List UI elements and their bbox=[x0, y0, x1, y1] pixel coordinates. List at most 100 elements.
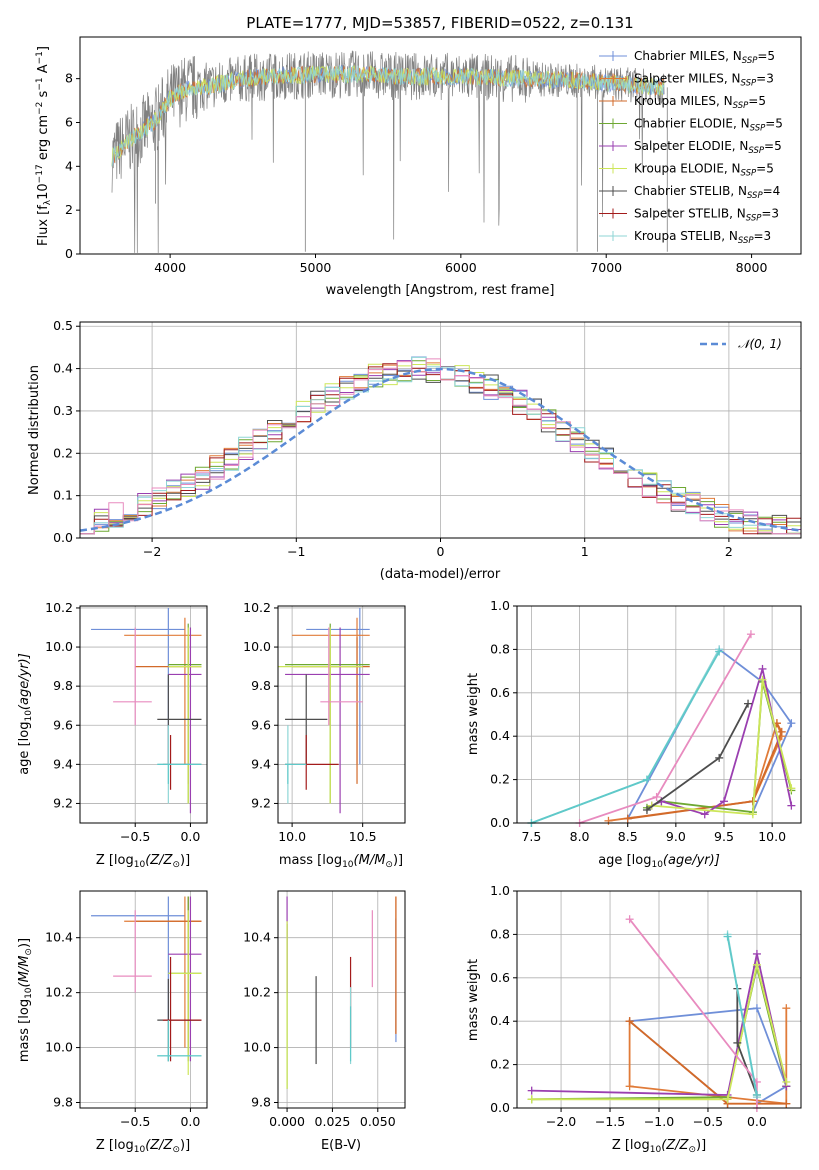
x-tick-label: 0.050 bbox=[360, 1114, 396, 1129]
x-tick-label: 0.0 bbox=[180, 1114, 200, 1129]
mass-vs-Z-frame bbox=[79, 890, 208, 1109]
age-vs-Z-xlabel: Z [log10(Z/Z⊙)] bbox=[96, 853, 190, 870]
legend-label: Chabrier STELIB, NSSP=4 bbox=[634, 184, 780, 201]
y-tick-label: 0 bbox=[65, 246, 73, 261]
legend-label: Kroupa MILES, NSSP=5 bbox=[634, 94, 766, 111]
legend-label: Salpeter ELODIE, NSSP=5 bbox=[634, 139, 782, 156]
histogram-axes: −2 −1 0 1 2 0.0 0.1 0.2 0.3 0.4 0.5 bbox=[53, 318, 801, 559]
weight-line bbox=[726, 936, 758, 1096]
x-tick-label: 10.5 bbox=[349, 829, 377, 844]
age-vs-Z-frame bbox=[79, 605, 208, 824]
weight-line bbox=[531, 964, 788, 1101]
x-tick-label: 0.0 bbox=[747, 1114, 767, 1129]
y-tick-label: 4 bbox=[65, 158, 73, 173]
y-tick-label: 0.1 bbox=[53, 488, 73, 503]
spectrum-frame bbox=[79, 36, 802, 255]
y-tick-label: 0.4 bbox=[490, 728, 510, 743]
x-tick-label: 8.5 bbox=[618, 829, 638, 844]
age-vs-Z-ylabel: age [log10(age/yr)] bbox=[17, 653, 34, 775]
massweight-vs-Z-ylabel: mass weight bbox=[466, 959, 481, 1041]
spectrum-axes: 4000 5000 6000 7000 8000 0 2 4 6 8 bbox=[65, 71, 767, 275]
legend-label: Chabrier MILES, NSSP=5 bbox=[634, 49, 775, 66]
massweight-vs-Z-lines bbox=[527, 915, 791, 1112]
y-tick-label: 9.2 bbox=[53, 795, 73, 810]
x-tick-label: 9.0 bbox=[666, 829, 686, 844]
mass-vs-Z-errorbars bbox=[91, 896, 202, 1076]
legend-label: Kroupa STELIB, NSSP=3 bbox=[634, 229, 771, 246]
age-vs-Z-panel: −0.5 0.0 9.2 9.4 9.6 9.8 10.0 10.2 Z [log10(Z/Z… bbox=[17, 600, 208, 870]
x-tick-label: 0 bbox=[437, 544, 445, 559]
x-tick-label: 7000 bbox=[590, 260, 622, 275]
weight-line bbox=[651, 668, 793, 816]
massweight-vs-age-xlabel: age [log10(age/yr)] bbox=[598, 853, 720, 870]
age-vs-mass-xlabel: mass [log10(M/M⊙)] bbox=[279, 853, 403, 870]
massweight-vs-Z-panel: −2.0 −1.5 −1.0 −0.5 0.0 0.0 0.2 0.4 0.6 0.8 1.0 Z … bbox=[466, 883, 802, 1155]
y-tick-label: 10.2 bbox=[45, 600, 73, 615]
histogram-xlabel: (data-model)/error bbox=[380, 567, 501, 582]
x-tick-label: −1.5 bbox=[595, 1114, 625, 1129]
x-tick-label: 4000 bbox=[154, 260, 186, 275]
y-tick-label: 9.8 bbox=[53, 678, 73, 693]
y-tick-label: 0.6 bbox=[490, 685, 510, 700]
massweight-vs-age-frame bbox=[516, 605, 802, 824]
x-tick-label: −1 bbox=[287, 544, 305, 559]
y-tick-label: 9.8 bbox=[53, 1095, 73, 1110]
y-tick-label: 8 bbox=[65, 71, 73, 86]
y-tick-label: 10.0 bbox=[45, 639, 73, 654]
mass-vs-Z-axes: −0.5 0.0 9.8 10.0 10.2 10.4 bbox=[45, 891, 207, 1129]
mass-vs-Z-xlabel: Z [log10(Z/Z⊙)] bbox=[96, 1138, 190, 1155]
y-tick-label: 6 bbox=[65, 114, 73, 129]
histogram-ylabel: Normed distribution bbox=[27, 365, 42, 495]
weight-line bbox=[651, 679, 793, 816]
mass-vs-EBV-frame bbox=[277, 890, 406, 1109]
x-tick-label: 8000 bbox=[736, 260, 768, 275]
x-tick-label: 0.025 bbox=[315, 1114, 351, 1129]
x-tick-label: −2 bbox=[143, 544, 161, 559]
y-tick-label: 0.0 bbox=[53, 530, 73, 545]
y-tick-label: 0.2 bbox=[53, 445, 73, 460]
mass-vs-Z-panel: −0.5 0.0 9.8 10.0 10.2 10.4 Z [log10(Z/Z⊙)] m… bbox=[17, 890, 208, 1155]
age-vs-mass-axes: 10.0 10.5 9.2 9.4 9.6 9.8 10.0 10.2 bbox=[243, 600, 405, 844]
y-tick-label: 10.0 bbox=[243, 1040, 271, 1055]
weight-line bbox=[626, 648, 793, 820]
mass-vs-Z-ylabel: mass [log10(M/M⊙)] bbox=[17, 938, 34, 1062]
massweight-vs-Z-axes: −2.0 −1.5 −1.0 −0.5 0.0 0.0 0.2 0.4 0.6 0.8 1.0 bbox=[490, 883, 801, 1129]
x-tick-label: 8.0 bbox=[570, 829, 590, 844]
y-tick-label: 10.4 bbox=[45, 930, 73, 945]
x-tick-label: −2.0 bbox=[546, 1114, 576, 1129]
spectrum-xlabel: wavelength [Angstrom, rest frame] bbox=[326, 283, 555, 298]
x-tick-label: 2 bbox=[725, 544, 733, 559]
x-tick-label: 9.5 bbox=[714, 829, 734, 844]
y-tick-label: 0.0 bbox=[490, 1100, 510, 1115]
mass-vs-EBV-errorbars bbox=[286, 896, 397, 1089]
age-vs-mass-errorbars bbox=[278, 607, 370, 814]
spectrum-lines bbox=[111, 50, 668, 253]
y-tick-label: 10.4 bbox=[243, 930, 271, 945]
y-tick-label: 0.8 bbox=[490, 926, 510, 941]
y-tick-label: 0.2 bbox=[490, 772, 510, 787]
model-fit-line bbox=[111, 64, 665, 167]
histogram-steps bbox=[79, 356, 802, 535]
legend-label: Salpeter STELIB, NSSP=3 bbox=[634, 207, 779, 224]
spectrum-title: PLATE=1777, MJD=53857, FIBERID=0522, z=0… bbox=[246, 14, 633, 32]
mass-vs-EBV-xlabel: E(B-V) bbox=[321, 1138, 361, 1153]
y-tick-label: 10.0 bbox=[45, 1040, 73, 1055]
spectrum-legend: Chabrier MILES, NSSP=5 Salpeter MILES, NS… bbox=[599, 49, 783, 246]
x-tick-label: 1 bbox=[581, 544, 589, 559]
y-tick-label: 10.2 bbox=[45, 985, 73, 1000]
y-tick-label: 9.2 bbox=[251, 795, 271, 810]
legend-label: Salpeter MILES, NSSP=3 bbox=[634, 72, 774, 89]
y-tick-label: 9.4 bbox=[53, 756, 73, 771]
massweight-vs-age-lines bbox=[527, 630, 796, 827]
y-tick-label: 9.4 bbox=[251, 756, 271, 771]
y-tick-label: 1.0 bbox=[490, 598, 510, 613]
mass-vs-EBV-axes: 0.000 0.025 0.050 9.8 10.0 10.2 10.4 bbox=[243, 891, 405, 1129]
y-tick-label: 0.4 bbox=[490, 1013, 510, 1028]
y-tick-label: 9.6 bbox=[53, 717, 73, 732]
legend-label: Chabrier ELODIE, NSSP=5 bbox=[634, 117, 783, 134]
age-vs-Z-axes: −0.5 0.0 9.2 9.4 9.6 9.8 10.0 10.2 bbox=[45, 600, 207, 844]
x-tick-label: 0.000 bbox=[269, 1114, 305, 1129]
model-fit-line bbox=[111, 64, 665, 167]
massweight-vs-Z-xlabel: Z [log10(Z/Z⊙)] bbox=[612, 1138, 706, 1155]
